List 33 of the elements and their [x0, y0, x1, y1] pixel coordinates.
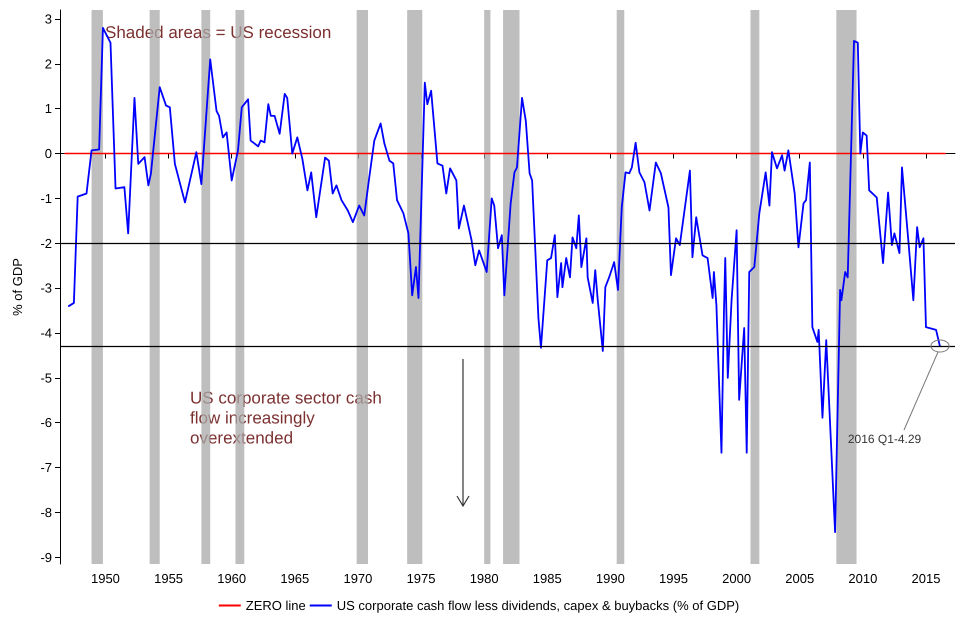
annotation: 2016 Q1-4.29 — [848, 432, 922, 446]
x-tick-label: 2015 — [912, 571, 940, 586]
y-tick-label: 3 — [44, 11, 52, 26]
y-tick-label: -1 — [40, 190, 52, 206]
x-tick-label: 2010 — [848, 571, 878, 586]
x-tick-label: 1990 — [596, 571, 625, 586]
annotation: Shaded areas = US recession — [105, 23, 332, 42]
y-tick-label: -2 — [40, 236, 52, 251]
x-tick-label: 1995 — [659, 571, 688, 586]
x-tick-label: 1980 — [470, 571, 499, 586]
x-tick-label: 1955 — [154, 571, 184, 586]
legend-label: US corporate cash flow less dividends, capex & buybacks (% of GDP) — [336, 598, 740, 613]
legend-label: ZERO line — [246, 598, 306, 613]
y-tick-label: -8 — [40, 504, 52, 520]
x-tick-label: 1950 — [90, 571, 120, 586]
x-tick-label: 2000 — [722, 571, 752, 586]
y-tick-label: -7 — [40, 460, 52, 476]
x-tick-label: 1965 — [280, 571, 310, 586]
x-tick-label: 2005 — [785, 571, 814, 586]
y-tick-label: 1 — [44, 101, 52, 116]
y-tick-label: -9 — [40, 550, 52, 565]
x-tick-label: 1975 — [406, 571, 436, 586]
y-tick-label: -6 — [40, 415, 52, 430]
y-tick-label: 0 — [44, 146, 52, 162]
y-tick-label: -5 — [40, 370, 52, 386]
x-tick-label: 1985 — [532, 571, 562, 586]
y-tick-label: -3 — [40, 280, 52, 296]
y-tick-label: 2 — [44, 56, 52, 72]
y-tick-label: -4 — [40, 325, 52, 340]
x-tick-label: 1960 — [217, 571, 246, 586]
y-axis-title: % of GDP — [10, 258, 25, 316]
x-tick-label: 1970 — [343, 571, 372, 586]
annotation: US corporate sector cash flow increasingly overextended — [190, 388, 382, 448]
